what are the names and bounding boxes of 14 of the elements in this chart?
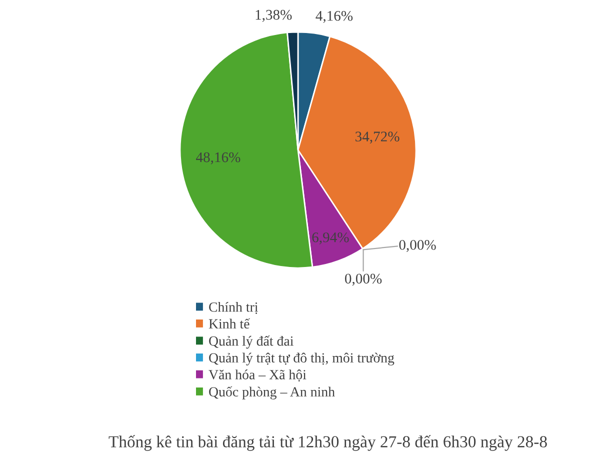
text: Thống kê tin bài đăng tải từ 12h30 ngày 27-8 đến 6h30 ngày 28-8	[108, 435, 547, 451]
data-label: 6,94%	[312, 232, 349, 244]
text: 0,00%	[399, 240, 436, 252]
legend-label: Chính trị	[209, 302, 258, 314]
data-label: 48,16%	[196, 152, 240, 164]
legend-label: Quản lý trật tự đô thị, môi trường	[209, 352, 394, 366]
data-label: 34,72%	[356, 132, 400, 144]
data-label: 1,38%	[256, 10, 292, 22]
legend-label: Kinh tế	[208, 318, 250, 329]
data-label: 4,16%	[316, 10, 353, 23]
legend-label: Quốc phòng – An ninh	[209, 386, 335, 400]
legend-label: Văn hóa – Xã hội	[208, 370, 306, 382]
legend-label: Quản lý đất đai	[209, 336, 294, 349]
text: 0,00%	[345, 274, 382, 286]
